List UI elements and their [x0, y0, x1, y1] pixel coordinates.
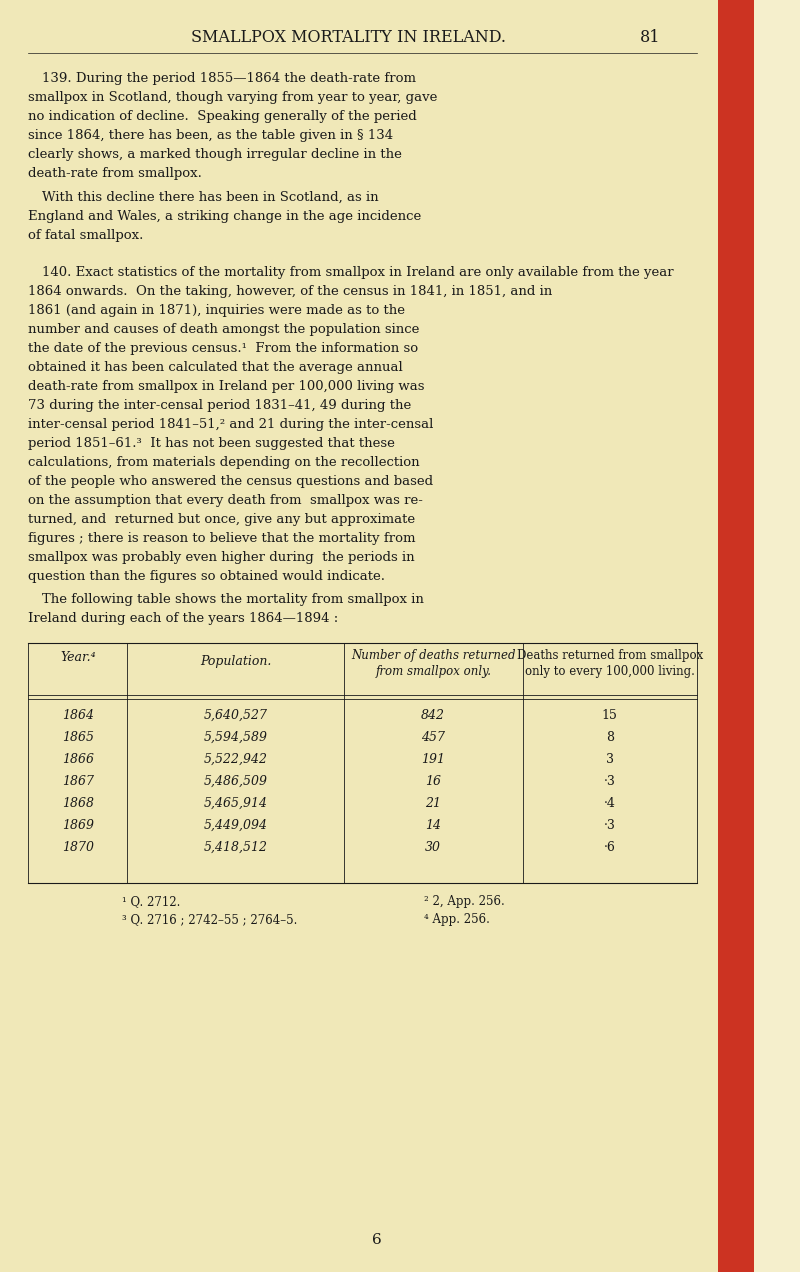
Text: of the people who answered the census questions and based: of the people who answered the census qu… — [28, 474, 434, 488]
Text: SMALLPOX MORTALITY IN IRELAND.: SMALLPOX MORTALITY IN IRELAND. — [191, 29, 506, 47]
Text: 6: 6 — [372, 1233, 382, 1247]
Text: of fatal smallpox.: of fatal smallpox. — [28, 229, 144, 242]
Text: England and Wales, a striking change in the age incidence: England and Wales, a striking change in … — [28, 210, 422, 223]
Text: ² 2, App. 256.: ² 2, App. 256. — [424, 895, 505, 908]
Text: 1865: 1865 — [62, 731, 94, 744]
Text: 5,465,914: 5,465,914 — [203, 798, 267, 810]
Text: ·6: ·6 — [604, 841, 616, 854]
Text: ¹ Q. 2712.: ¹ Q. 2712. — [122, 895, 181, 908]
Text: ·3: ·3 — [604, 819, 616, 832]
Text: 16: 16 — [426, 775, 442, 787]
Text: Population.: Population. — [200, 655, 271, 668]
Text: on the assumption that every death from  smallpox was re-: on the assumption that every death from … — [28, 494, 423, 508]
Text: clearly shows, a marked though irregular decline in the: clearly shows, a marked though irregular… — [28, 148, 402, 162]
Text: from smallpox only.: from smallpox only. — [375, 665, 491, 678]
Text: 15: 15 — [602, 709, 618, 722]
Text: 842: 842 — [422, 709, 446, 722]
Text: number and causes of death amongst the population since: number and causes of death amongst the p… — [28, 323, 420, 336]
Text: 5,594,589: 5,594,589 — [203, 731, 267, 744]
Text: 1869: 1869 — [62, 819, 94, 832]
Text: ⁴ App. 256.: ⁴ App. 256. — [424, 913, 490, 926]
Text: 21: 21 — [426, 798, 442, 810]
Text: ³ Q. 2716 ; 2742–55 ; 2764–5.: ³ Q. 2716 ; 2742–55 ; 2764–5. — [122, 913, 298, 926]
Text: ·3: ·3 — [604, 775, 616, 787]
Text: the date of the previous census.¹  From the information so: the date of the previous census.¹ From t… — [28, 342, 418, 355]
Text: 5,486,509: 5,486,509 — [203, 775, 267, 787]
Text: smallpox in Scotland, though varying from year to year, gave: smallpox in Scotland, though varying fro… — [28, 92, 438, 104]
Text: period 1851–61.³  It has not been suggested that these: period 1851–61.³ It has not been suggest… — [28, 438, 395, 450]
Text: 8: 8 — [606, 731, 614, 744]
Text: death-rate from smallpox in Ireland per 100,000 living was: death-rate from smallpox in Ireland per … — [28, 380, 425, 393]
Text: since 1864, there has been, as the table given in § 134: since 1864, there has been, as the table… — [28, 128, 394, 142]
Text: inter-censal period 1841–51,² and 21 during the inter-censal: inter-censal period 1841–51,² and 21 dur… — [28, 418, 434, 431]
Text: turned, and  returned but once, give any but approximate: turned, and returned but once, give any … — [28, 513, 415, 527]
Text: 3: 3 — [606, 753, 614, 766]
Text: 139. During the period 1855—1864 the death-rate from: 139. During the period 1855—1864 the dea… — [42, 73, 416, 85]
Text: 5,449,094: 5,449,094 — [203, 819, 267, 832]
Text: smallpox was probably even higher during  the periods in: smallpox was probably even higher during… — [28, 551, 415, 563]
Text: Number of deaths returned: Number of deaths returned — [351, 649, 515, 661]
Text: calculations, from materials depending on the recollection: calculations, from materials depending o… — [28, 455, 420, 469]
Text: 81: 81 — [640, 29, 660, 47]
Text: 1870: 1870 — [62, 841, 94, 854]
Text: death-rate from smallpox.: death-rate from smallpox. — [28, 167, 202, 181]
Text: 5,640,527: 5,640,527 — [203, 709, 267, 722]
Text: 1867: 1867 — [62, 775, 94, 787]
Bar — [718, 0, 754, 1272]
Text: 1864 onwards.  On the taking, however, of the census in 1841, in 1851, and in: 1864 onwards. On the taking, however, of… — [28, 285, 553, 298]
Text: figures ; there is reason to believe that the mortality from: figures ; there is reason to believe tha… — [28, 532, 416, 544]
Text: 1861 (and again in 1871), inquiries were made as to the: 1861 (and again in 1871), inquiries were… — [28, 304, 406, 317]
Text: Year.⁴: Year.⁴ — [60, 651, 95, 664]
Text: no indication of decline.  Speaking generally of the peried: no indication of decline. Speaking gener… — [28, 109, 417, 123]
Text: 140. Exact statistics of the mortality from smallpox in Ireland are only availab: 140. Exact statistics of the mortality f… — [42, 266, 674, 279]
Text: The following table shows the mortality from smallpox in: The following table shows the mortality … — [42, 593, 424, 605]
Text: obtained it has been calculated that the average annual: obtained it has been calculated that the… — [28, 361, 403, 374]
Text: 191: 191 — [422, 753, 446, 766]
Text: With this decline there has been in Scotland, as in: With this decline there has been in Scot… — [42, 191, 379, 204]
Text: 1868: 1868 — [62, 798, 94, 810]
Text: 1864: 1864 — [62, 709, 94, 722]
Text: Ireland during each of the years 1864—1894 :: Ireland during each of the years 1864—18… — [28, 612, 338, 625]
Text: question than the figures so obtained would indicate.: question than the figures so obtained wo… — [28, 570, 386, 583]
Text: 14: 14 — [426, 819, 442, 832]
Text: 457: 457 — [422, 731, 446, 744]
Text: Deaths returned from smallpox: Deaths returned from smallpox — [517, 649, 703, 661]
Text: 5,522,942: 5,522,942 — [203, 753, 267, 766]
Text: 30: 30 — [426, 841, 442, 854]
Text: 1866: 1866 — [62, 753, 94, 766]
Text: only to every 100,000 living.: only to every 100,000 living. — [525, 665, 695, 678]
Text: ·4: ·4 — [604, 798, 616, 810]
Text: 73 during the inter-censal period 1831–41, 49 during the: 73 during the inter-censal period 1831–4… — [28, 399, 411, 412]
Text: 5,418,512: 5,418,512 — [203, 841, 267, 854]
